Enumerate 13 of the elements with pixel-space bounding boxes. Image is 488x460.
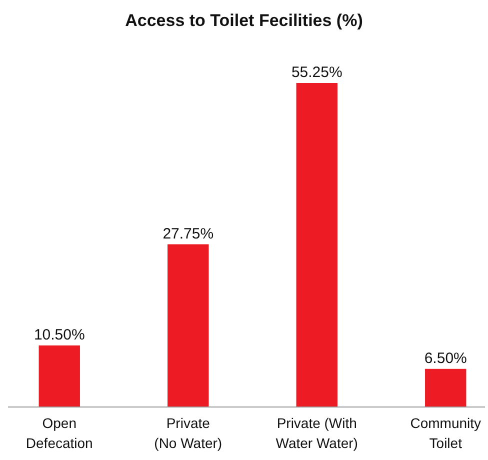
x-tick-label: Private (No Water) — [154, 415, 222, 451]
bar — [425, 368, 466, 407]
bar — [168, 244, 209, 407]
bar — [296, 83, 338, 407]
data-label: 55.25% — [291, 64, 342, 81]
data-label: 27.75% — [162, 225, 214, 242]
chart-title: Access to Toilet Fecilities (%) — [125, 11, 363, 30]
x-tick-label: Open Defecation — [26, 415, 93, 451]
x-tick-label: Private (With Water Water) — [276, 415, 358, 451]
data-label: 6.50% — [424, 350, 467, 367]
data-label: 10.50% — [34, 326, 85, 344]
x-tick-label: Community Toilet — [410, 415, 482, 451]
bar — [38, 345, 80, 407]
